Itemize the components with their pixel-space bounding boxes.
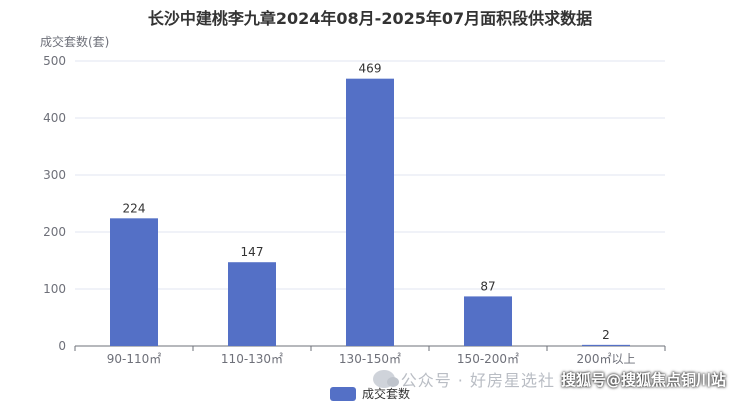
watermark-text-2: 搜狐号@搜狐焦点铜川站	[560, 370, 726, 389]
y-tick-label: 200	[43, 225, 66, 239]
bar[interactable]	[464, 296, 512, 346]
legend[interactable]: 成交套数	[330, 386, 410, 401]
data-label: 2	[602, 328, 610, 342]
y-tick-label: 300	[43, 168, 66, 182]
x-tick-label: 130-150㎡	[339, 352, 401, 366]
wechat-icon	[372, 370, 399, 388]
y-tick-label: 0	[58, 339, 66, 353]
x-tick-label: 110-130㎡	[221, 352, 283, 366]
bar[interactable]	[582, 344, 630, 346]
watermark: 公众号 · 好房星选社 搜狐号@搜狐焦点铜川站	[372, 367, 726, 391]
y-axis-label: 成交套数(套)	[40, 34, 109, 49]
bar[interactable]	[228, 262, 276, 346]
x-tick-label: 200㎡以上	[577, 352, 636, 366]
data-label: 87	[480, 279, 495, 293]
data-label: 224	[123, 201, 146, 215]
x-tick-label: 90-110㎡	[107, 352, 162, 366]
x-axis-ticks: 90-110㎡ 110-130㎡ 130-150㎡ 150-200㎡ 200㎡以上	[74, 346, 666, 366]
bar[interactable]	[110, 218, 158, 346]
y-axis-ticks: 0 100 200 300 400 500	[43, 54, 66, 353]
legend-swatch[interactable]	[330, 387, 356, 401]
chart-title: 长沙中建桃李九章2024年08月-2025年07月面积段供求数据	[148, 9, 592, 28]
bar[interactable]	[346, 78, 394, 347]
watermark-text-1: 公众号 · 好房星选社	[400, 371, 555, 390]
y-tick-label: 400	[43, 111, 66, 125]
bars-group: 224 147 469 87 2	[110, 62, 630, 347]
y-tick-label: 100	[43, 282, 66, 296]
y-tick-label: 500	[43, 54, 66, 68]
data-label: 147	[241, 245, 264, 259]
x-tick-label: 150-200㎡	[457, 352, 519, 366]
legend-label[interactable]: 成交套数	[362, 386, 410, 401]
data-label: 469	[359, 62, 382, 76]
